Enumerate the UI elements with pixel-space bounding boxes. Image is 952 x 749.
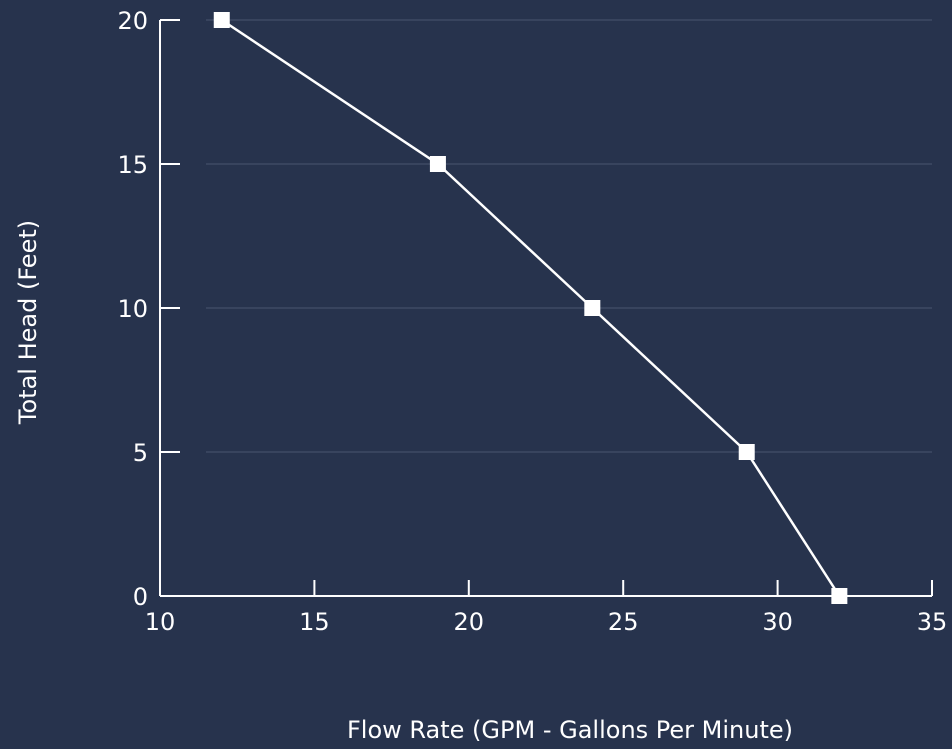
grid — [206, 19, 932, 453]
y-tick-label-15: 15 — [117, 151, 148, 179]
x-tick-label-15: 15 — [299, 608, 330, 636]
y-axis-title: Total Head (Feet) — [14, 220, 42, 425]
x-tick-label-25: 25 — [608, 608, 639, 636]
data-point-29-5 — [738, 444, 755, 460]
data-point-32-0 — [831, 588, 848, 604]
data-point-19-15 — [429, 156, 446, 172]
data-point-12-20 — [213, 12, 230, 28]
y-tick-label-5: 5 — [133, 439, 148, 467]
y-tick-label-0: 0 — [133, 583, 148, 611]
x-tick-label-20: 20 — [454, 608, 485, 636]
x-tick-label-35: 35 — [917, 608, 948, 636]
x-axis-title: Flow Rate (GPM - Gallons Per Minute) — [347, 716, 793, 744]
x-tick-label-10: 10 — [145, 608, 176, 636]
ticks: 0 5 10 15 20 10 15 20 25 30 35 — [117, 7, 947, 636]
y-tick-label-20: 20 — [117, 7, 148, 35]
data-point-24-10 — [584, 300, 601, 316]
series — [213, 12, 848, 604]
y-tick-label-10: 10 — [117, 295, 148, 323]
x-tick-label-30: 30 — [762, 608, 793, 636]
